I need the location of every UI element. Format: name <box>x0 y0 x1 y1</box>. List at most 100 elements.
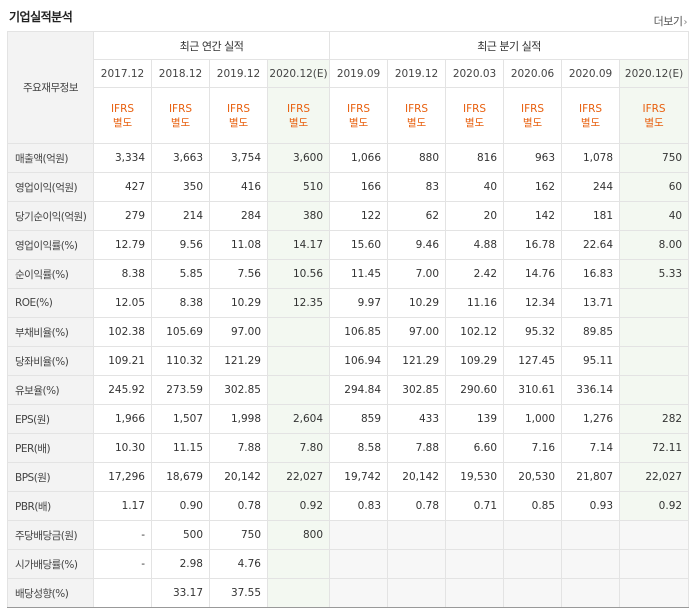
row-label: 당좌비율(%) <box>7 346 94 376</box>
table-cell <box>561 520 621 550</box>
row-header: 주요재무정보 <box>7 31 94 144</box>
table-cell: 12.79 <box>93 230 152 260</box>
ifrs-badge: IFRS 별도 <box>619 87 690 144</box>
more-label: 더보기 <box>653 15 683 28</box>
table-cell: 12.05 <box>93 288 152 318</box>
table-cell: 110.32 <box>151 346 210 376</box>
table-cell: 22,027 <box>266 462 331 492</box>
table-cell: 11.15 <box>151 433 210 463</box>
table-cell: 9.46 <box>387 230 447 260</box>
table-cell: 7.16 <box>503 433 563 463</box>
ifrs-basis-label: 별도 <box>406 116 427 129</box>
period-header: 2020.06 <box>503 59 563 88</box>
row-label: 유보율(%) <box>7 375 94 405</box>
table-cell: 6.60 <box>445 433 505 463</box>
table-cell: 7.14 <box>561 433 621 463</box>
table-cell: 181 <box>561 201 621 231</box>
table-cell: 8.38 <box>151 288 210 318</box>
ifrs-basis-label: 별도 <box>228 116 249 129</box>
table-cell: 12.34 <box>503 288 563 318</box>
table-cell: 880 <box>387 143 447 173</box>
row-label: 영업이익(억원) <box>7 172 94 202</box>
table-cell: 2.98 <box>151 549 210 579</box>
table-cell: 105.69 <box>151 317 210 347</box>
table-cell <box>561 549 621 579</box>
table-cell: 816 <box>445 143 505 173</box>
row-label: 배당성향(%) <box>7 578 94 608</box>
table-cell: 21,807 <box>561 462 621 492</box>
table-cell <box>387 549 447 579</box>
table-cell <box>503 549 563 579</box>
table-cell: 20 <box>445 201 505 231</box>
table-cell: 5.85 <box>151 259 210 289</box>
table-cell: 97.00 <box>387 317 447 347</box>
table-cell: 22,027 <box>619 462 690 492</box>
table-row: PER(배) 10.30 11.15 7.88 7.80 8.58 7.88 6.60 7.16… <box>7 433 690 463</box>
table-cell: 3,754 <box>209 143 268 173</box>
table-cell: 9.97 <box>329 288 389 318</box>
table-row: 매출액(억원) 3,334 3,663 3,754 3,600 1,066 880 816 96… <box>7 143 690 173</box>
table-cell: 1,066 <box>329 143 389 173</box>
ifrs-label: IFRS <box>404 102 429 115</box>
table-cell <box>266 346 331 376</box>
table-cell <box>93 578 152 608</box>
table-cell <box>619 549 690 579</box>
table-cell: 8.58 <box>329 433 389 463</box>
table-cell: 3,334 <box>93 143 152 173</box>
ifrs-basis-label: 별도 <box>348 116 369 129</box>
table-row: 영업이익률(%) 12.79 9.56 11.08 14.17 15.60 9.46 4.88… <box>7 230 690 260</box>
more-link[interactable]: 더보기› <box>653 13 688 29</box>
table-cell: 127.45 <box>503 346 563 376</box>
table-cell <box>619 317 690 347</box>
financial-table: 주요재무정보 최근 연간 실적 최근 분기 실적 2017.12 2018.12 2… <box>7 31 690 608</box>
table-cell: 310.61 <box>503 375 563 405</box>
table-cell: 416 <box>209 172 268 202</box>
ifrs-basis-label: 별도 <box>580 116 601 129</box>
table-cell: 1,000 <box>503 404 563 434</box>
table-cell: 60 <box>619 172 690 202</box>
table-cell: 294.84 <box>329 375 389 405</box>
table-cell: 15.60 <box>329 230 389 260</box>
table-cell: 245.92 <box>93 375 152 405</box>
ifrs-label: IFRS <box>520 102 545 115</box>
table-row: PBR(배) 1.17 0.90 0.78 0.92 0.83 0.78 0.71 0.85 0.… <box>7 491 690 521</box>
ifrs-badge: IFRS 별도 <box>561 87 621 144</box>
table-cell: 0.93 <box>561 491 621 521</box>
table-cell: 284 <box>209 201 268 231</box>
table-cell: 20,530 <box>503 462 563 492</box>
section-title: 기업실적분석 <box>9 10 73 24</box>
table-cell: 4.76 <box>209 549 268 579</box>
table-row: 부채비율(%) 102.38 105.69 97.00 106.85 97.00 102.1… <box>7 317 690 347</box>
table-cell: - <box>93 549 152 579</box>
table-cell: 83 <box>387 172 447 202</box>
table-cell: 102.12 <box>445 317 505 347</box>
table-cell: 13.71 <box>561 288 621 318</box>
annual-group-header: 최근 연간 실적 <box>92 31 331 60</box>
table-cell: 16.83 <box>561 259 621 289</box>
ifrs-badge: IFRS 별도 <box>329 87 389 144</box>
table-cell: 4.88 <box>445 230 505 260</box>
table-cell: 17,296 <box>93 462 152 492</box>
table-cell: 1,276 <box>561 404 621 434</box>
table-cell: 7.88 <box>387 433 447 463</box>
table-cell: 963 <box>503 143 563 173</box>
table-cell <box>445 520 505 550</box>
row-label: ROE(%) <box>7 288 94 318</box>
table-cell: 12.35 <box>266 288 331 318</box>
ifrs-label: IFRS <box>286 102 311 115</box>
period-header: 2019.12 <box>387 59 447 88</box>
table-cell: 800 <box>266 520 331 550</box>
table-cell <box>445 578 505 608</box>
table-cell <box>445 549 505 579</box>
period-header: 2020.12(E) <box>619 59 690 88</box>
table-cell: 0.78 <box>387 491 447 521</box>
ifrs-label: IFRS <box>226 102 251 115</box>
table-row: 영업이익(억원) 427 350 416 510 166 83 40 162 244 60 <box>7 172 690 202</box>
table-row: BPS(원) 17,296 18,679 20,142 22,027 19,742 20,1… <box>7 462 690 492</box>
ifrs-badge: IFRS 별도 <box>151 87 210 144</box>
table-cell <box>619 520 690 550</box>
table-row: 유보율(%) 245.92 273.59 302.85 294.84 302.85 290.… <box>7 375 690 405</box>
quarter-group-header: 최근 분기 실적 <box>329 31 690 60</box>
table-cell: 500 <box>151 520 210 550</box>
row-label: 부채비율(%) <box>7 317 94 347</box>
